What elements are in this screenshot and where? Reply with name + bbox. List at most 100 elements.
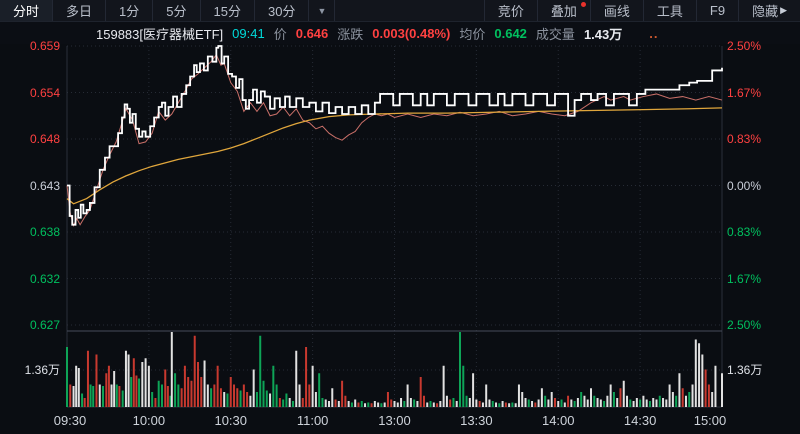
more-indicator[interactable]: .. — [649, 25, 659, 41]
button-f9-label: F9 — [709, 3, 726, 18]
volume-bar — [639, 399, 642, 407]
volume-bar — [603, 401, 606, 407]
button-f9[interactable]: F9 — [695, 0, 738, 21]
volume-bar — [92, 386, 95, 407]
volume-bar — [154, 398, 157, 407]
volume-bar — [135, 375, 138, 407]
volume-bar — [432, 402, 435, 407]
volume-bar — [698, 343, 701, 407]
volume-bar — [291, 401, 294, 407]
tab-1min[interactable]: 1分 — [106, 0, 154, 21]
volume-bar — [164, 369, 167, 407]
percent-axis-label: 2.50% — [727, 39, 762, 53]
tab-5min[interactable]: 5分 — [153, 0, 201, 21]
volume-bar — [658, 395, 661, 407]
volume-bar — [107, 365, 110, 407]
volume-bar — [174, 373, 177, 407]
volume-bar — [557, 401, 560, 407]
volume-bar — [157, 380, 160, 407]
volume-bar — [475, 399, 478, 407]
volume-bar — [301, 398, 304, 407]
volume-bar — [318, 373, 321, 407]
volume-bar — [701, 354, 704, 407]
volume-bar — [219, 388, 222, 407]
volume-bar — [671, 392, 674, 407]
volume-bar — [66, 347, 68, 407]
percent-axis-label: 0.83% — [727, 132, 762, 146]
volume-bar — [488, 399, 491, 407]
volume-bar — [531, 401, 534, 407]
tab-intraday[interactable]: 分时 — [0, 0, 54, 21]
volume-bar — [130, 377, 133, 407]
volume-bar — [72, 386, 75, 407]
volume-bar — [337, 401, 340, 407]
period-dropdown-icon[interactable]: ▼ — [309, 0, 336, 21]
volume-bar — [563, 402, 566, 407]
button-hide[interactable]: 隐藏 ▶ — [738, 0, 800, 21]
volume-bar — [707, 384, 710, 407]
volume-bar — [570, 399, 573, 407]
change-label: 涨跌 — [337, 26, 364, 42]
button-bidding[interactable]: 竞价 — [483, 0, 537, 21]
volume-bar — [445, 395, 448, 407]
price-axis-label: 0.659 — [29, 39, 60, 53]
average-price-line — [66, 107, 723, 205]
volume-bar — [160, 384, 163, 407]
button-overlay[interactable]: 叠加 — [536, 0, 590, 21]
time-axis: 09:30 10:00 10:30 11:00 13:00 13:30 14:00 14:30… — [0, 410, 800, 434]
volume-bar — [547, 399, 550, 407]
volume-bar — [370, 403, 373, 407]
volume-bar — [452, 398, 455, 407]
tab-30min[interactable]: 30分 — [255, 0, 310, 21]
volume-bar — [521, 392, 524, 407]
volume-bar — [314, 392, 317, 407]
volume-bar — [524, 398, 527, 407]
volume-bar — [550, 392, 553, 407]
intraday-chart[interactable] — [0, 44, 800, 410]
volume-bar — [295, 350, 298, 407]
tab-multiday[interactable]: 多日 — [53, 0, 107, 21]
volume-bar — [177, 384, 180, 407]
volume-bar — [413, 399, 416, 407]
volume-bar — [616, 398, 619, 407]
button-tools-label: 工具 — [656, 4, 683, 19]
volume-bar — [586, 399, 589, 407]
volume-bar — [350, 402, 353, 407]
volume-bar — [383, 402, 386, 407]
volume-bar — [468, 398, 471, 407]
stock-code-name: 159883[医疗器械ETF] — [96, 26, 224, 42]
volume-bar — [298, 384, 301, 407]
volume-bar — [183, 365, 186, 407]
volume-bar — [465, 395, 468, 407]
volume-bar — [534, 402, 537, 407]
tab-15min[interactable]: 15分 — [201, 0, 255, 21]
volume-bar — [305, 347, 308, 407]
volume-axis-label-right: 1.36万 — [727, 363, 763, 377]
button-tools[interactable]: 工具 — [642, 0, 696, 21]
volume-bar — [429, 401, 432, 407]
volume-bar — [694, 339, 697, 407]
volume-bar — [86, 350, 89, 407]
volume-bar — [334, 399, 337, 407]
volume-bar — [422, 395, 425, 407]
volume-bar — [681, 388, 684, 407]
volume-bar — [635, 398, 638, 407]
volume-bar — [187, 377, 190, 407]
volume-bar — [373, 401, 376, 407]
volume-bar — [508, 403, 511, 407]
volume-bar — [364, 403, 367, 407]
volume-bar — [377, 402, 380, 407]
button-drawline[interactable]: 画线 — [589, 0, 643, 21]
volume-bar — [190, 380, 193, 407]
volume-bar — [193, 335, 196, 407]
volume-bar — [229, 377, 232, 407]
volume-bar — [495, 402, 498, 407]
volume-bar — [223, 392, 226, 407]
volume-bar — [462, 365, 465, 407]
button-bidding-label: 竞价 — [497, 4, 524, 19]
volume-value: 1.43万 — [583, 26, 623, 42]
volume-bar — [711, 392, 714, 407]
volume-bar — [583, 395, 586, 407]
volume-bar — [419, 377, 422, 407]
volume-bar — [400, 398, 403, 407]
